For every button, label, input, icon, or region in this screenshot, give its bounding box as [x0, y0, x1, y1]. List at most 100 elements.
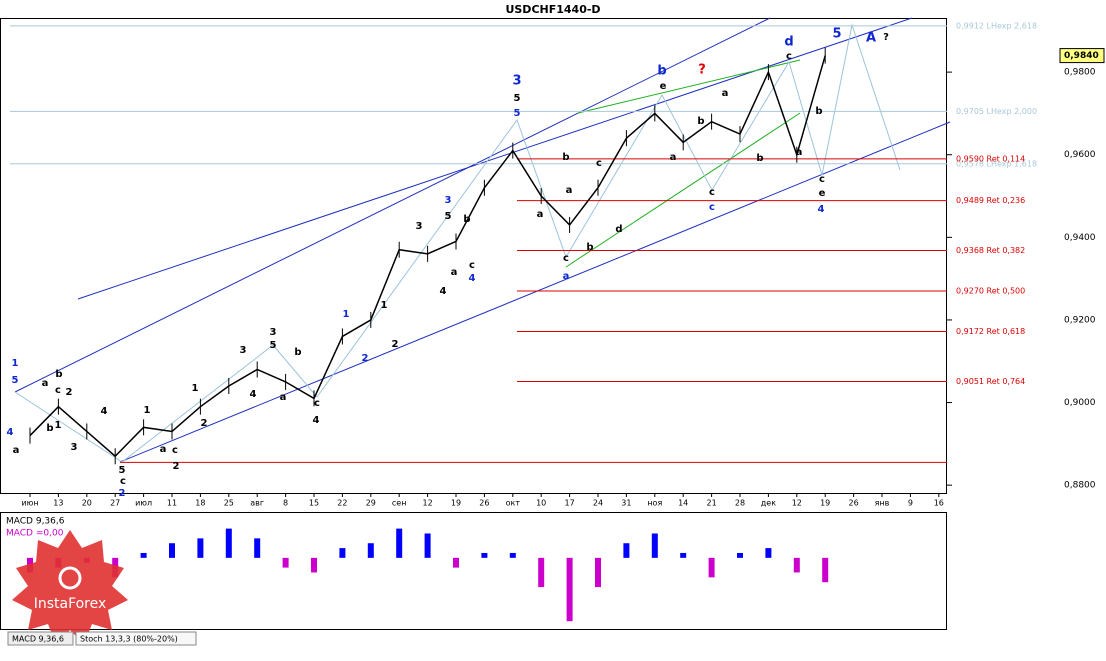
wave-label: ? — [698, 63, 706, 78]
macd-bar — [765, 548, 772, 558]
x-tick-label: 13 — [53, 499, 63, 508]
wave-label: e — [819, 188, 826, 199]
wave-label: c — [709, 202, 715, 213]
wave-label: c — [172, 445, 178, 456]
wave-label: c — [55, 385, 61, 396]
macd-title: MACD 9,36,6 — [6, 517, 65, 527]
wave-label: c — [469, 260, 475, 271]
macd-bar — [651, 533, 658, 558]
wave-label: 5 — [270, 340, 277, 351]
wave-label: 1 — [192, 383, 199, 394]
wave-label: a — [566, 185, 573, 196]
x-tick-label: 28 — [735, 499, 745, 508]
x-tick-label: 9 — [908, 499, 913, 508]
current-price-label: 0,9840 — [1064, 51, 1099, 61]
x-tick-label: сен — [392, 499, 407, 508]
wave-label: 5 — [514, 108, 521, 119]
macd-bar — [396, 528, 403, 558]
x-tick-label: дек — [761, 499, 776, 508]
wave-label: ? — [883, 32, 889, 43]
wave-label: 5 — [12, 375, 19, 386]
y-tick-label: 0,9200 — [1064, 315, 1096, 325]
wave-label: 5 — [445, 211, 452, 222]
x-tick-label: 17 — [565, 499, 575, 508]
tab-label[interactable]: Stoch 13,3,3 (80%-20%) — [80, 635, 178, 644]
macd-bar — [566, 557, 573, 622]
x-tick-label: 14 — [678, 499, 688, 508]
x-tick-label: 11 — [167, 499, 177, 508]
tab[interactable] — [7, 631, 74, 646]
wave-label: a — [670, 152, 677, 163]
tabs — [7, 631, 197, 646]
x-tick-label: 19 — [820, 499, 830, 508]
wave-label: b — [697, 116, 704, 127]
x-tick-label: 12 — [792, 499, 802, 508]
wave-label: 2 — [119, 488, 126, 499]
macd-bar — [595, 557, 601, 588]
macd-bar — [254, 538, 261, 558]
wave-label: A — [866, 31, 876, 46]
wave-label: 2 — [173, 461, 180, 472]
macd-bar — [481, 552, 488, 558]
wave-label: b — [815, 106, 822, 117]
y-tick-label: 0,9000 — [1064, 398, 1096, 408]
tab[interactable] — [75, 631, 197, 646]
wave-label: e — [660, 81, 667, 92]
x-tick-label: 22 — [337, 499, 347, 508]
wave-label: 2 — [362, 353, 369, 364]
wave-label: 2 — [392, 339, 399, 350]
wave-label: 4 — [7, 427, 14, 438]
wave-label: c — [314, 398, 320, 409]
level-label: 0,9270 Ret 0,500 — [956, 287, 1025, 296]
level-label: 0,9578 LHexp 1,618 — [956, 159, 1037, 168]
wave-label: c — [120, 476, 126, 487]
wave-label: 4 — [101, 406, 108, 417]
wave-label: a — [796, 147, 803, 158]
wave-label: a — [563, 271, 570, 282]
wave-label: 2 — [201, 418, 208, 429]
wave-label: 4 — [440, 286, 447, 297]
wave-label: c — [819, 174, 825, 185]
x-tick-label: 21 — [707, 499, 717, 508]
wave-label: a — [42, 378, 49, 389]
macd-bar — [708, 557, 715, 578]
x-tick-label: 12 — [423, 499, 433, 508]
x-tick-label: 15 — [309, 499, 319, 508]
wave-label: 5 — [119, 465, 126, 476]
x-tick-label: 24 — [593, 499, 603, 508]
wave-label: 4 — [313, 415, 320, 426]
wave-label: b — [46, 423, 53, 434]
wave-label: 4 — [818, 204, 825, 215]
level-label: 0,9590 Ret 0,114 — [956, 154, 1025, 163]
level-label: 0,9368 Ret 0,382 — [956, 246, 1025, 255]
wave-label: 2 — [66, 387, 73, 398]
x-tick-label: 8 — [283, 499, 288, 508]
wave-label: c — [709, 187, 715, 198]
x-tick-label: 18 — [195, 499, 205, 508]
y-tick-label: 0,9400 — [1064, 233, 1096, 243]
x-tick-label: окт — [506, 499, 521, 508]
x-tick-label: 20 — [82, 499, 92, 508]
x-tick-label: 16 — [934, 499, 944, 508]
tab-label[interactable]: MACD 9,36,6 — [12, 635, 64, 644]
wave-label: 5 — [832, 27, 841, 42]
watermark-logo — [12, 530, 128, 644]
current-price-box — [1059, 48, 1105, 64]
x-tick-label: 19 — [451, 499, 461, 508]
wave-label: b — [463, 214, 470, 225]
wave-label: c — [563, 253, 569, 264]
x-tick-label: 29 — [366, 499, 376, 508]
macd-bar — [367, 543, 374, 558]
wave-label: 1 — [12, 358, 19, 369]
wave-label: c — [786, 51, 792, 62]
macd-bar — [339, 548, 346, 558]
wave-label: b — [562, 152, 569, 163]
x-tick-label: 27 — [110, 499, 120, 508]
macd-bar — [225, 528, 232, 558]
wave-label: 3 — [240, 345, 247, 356]
wave-label: 1 — [343, 309, 350, 320]
wave-label: 4 — [250, 389, 257, 400]
wave-label: b — [55, 369, 62, 380]
wave-label: 3 — [416, 221, 423, 232]
